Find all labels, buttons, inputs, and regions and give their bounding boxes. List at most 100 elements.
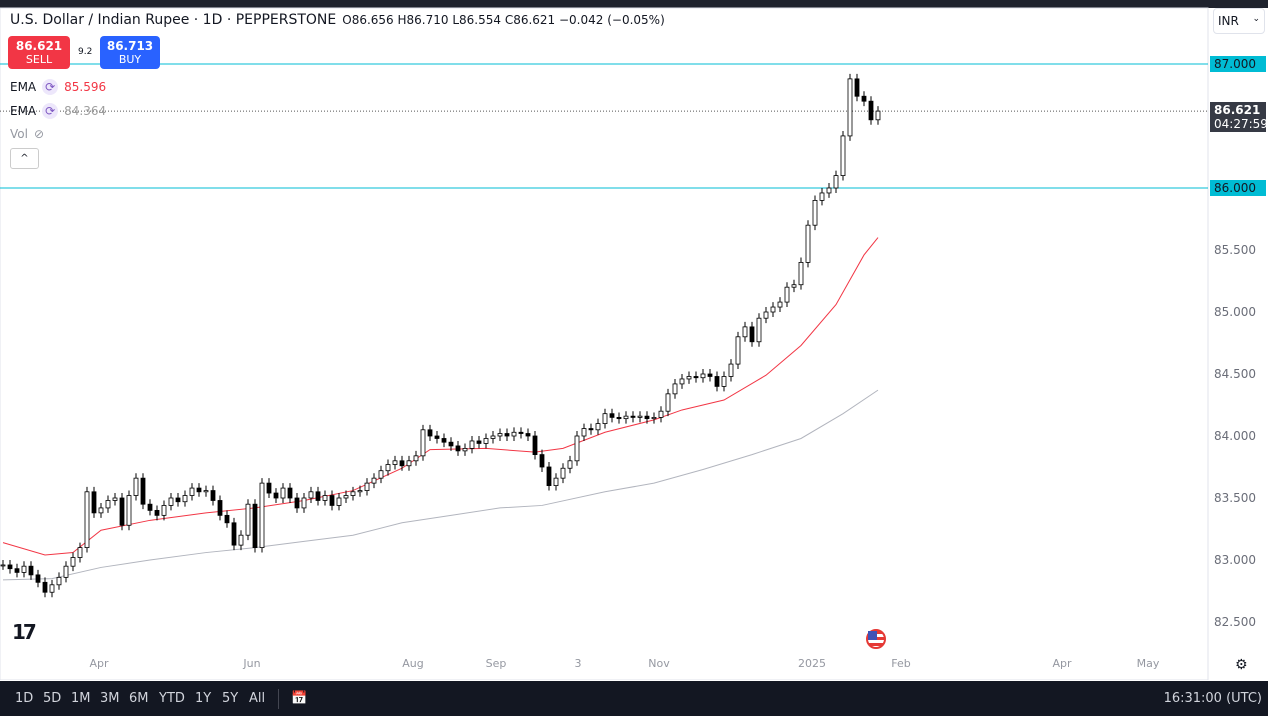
collapse-legend-button[interactable]: ^ <box>10 148 39 169</box>
candle-body <box>854 78 860 97</box>
price-tick: 83.000 <box>1214 553 1256 567</box>
candle-body <box>336 497 342 506</box>
candle-body <box>623 415 629 420</box>
ema_slow-line <box>2 389 879 581</box>
time-tick: Jun <box>243 657 261 670</box>
candle-body <box>630 415 636 418</box>
candle-body <box>700 373 706 379</box>
settings-gear-icon[interactable]: ⚙ <box>1235 657 1248 673</box>
candle-body <box>588 428 594 431</box>
bottom-toolbar: 1D 5D 1M 3M 6M YTD 1Y 5Y All 📅 16:31:00 … <box>0 681 1268 716</box>
candle-body <box>301 497 307 509</box>
candle-body <box>616 416 622 420</box>
candle-body <box>63 565 69 578</box>
candle-body <box>7 564 13 570</box>
candle-body <box>126 495 132 526</box>
candle-body <box>294 497 300 509</box>
candle-body <box>140 477 146 505</box>
candle-body <box>42 581 48 593</box>
range-5y[interactable]: 5Y <box>222 691 239 706</box>
top-bar <box>0 0 1268 8</box>
candle-body <box>462 447 468 452</box>
refresh-icon[interactable]: ⟳ <box>42 103 59 119</box>
candle-body <box>175 497 181 503</box>
candle-body <box>245 503 251 536</box>
range-all[interactable]: All <box>249 691 266 706</box>
range-3m[interactable]: 3M <box>100 691 120 706</box>
sell-button[interactable]: 86.621 SELL <box>8 36 70 69</box>
candle-body <box>658 410 664 418</box>
refresh-icon[interactable]: ⟳ <box>42 79 59 95</box>
currency-select[interactable]: INR ⌄ <box>1213 8 1265 34</box>
sell-label: SELL <box>25 53 53 66</box>
time-tick: Apr <box>89 657 109 670</box>
buy-button[interactable]: 86.713 BUY <box>100 36 160 69</box>
candle-body <box>112 497 118 501</box>
candle-body <box>385 464 391 472</box>
range-6m[interactable]: 6M <box>129 691 149 706</box>
candle-body <box>665 393 671 412</box>
candle-body <box>231 522 237 546</box>
candle-body <box>833 175 839 189</box>
candle-body <box>413 455 419 462</box>
candle-body <box>679 378 685 385</box>
eye-hidden-icon[interactable]: ⊘ <box>33 127 45 141</box>
candle-body <box>280 487 286 499</box>
range-1d[interactable]: 1D <box>15 691 34 706</box>
price-tick: 82.500 <box>1214 615 1256 629</box>
indicator-ema-slow[interactable]: EMA ⟳ 84.364 <box>10 103 106 119</box>
price-tick: 85.000 <box>1214 305 1256 319</box>
candle-body <box>749 326 755 343</box>
indicator-ema-fast[interactable]: EMA ⟳ 85.596 <box>10 79 106 95</box>
clock-timezone[interactable]: 16:31:00 (UTC) <box>1163 691 1262 706</box>
candle-body <box>252 503 258 549</box>
candle-body <box>238 534 244 546</box>
candle-body <box>546 466 552 487</box>
candle-body <box>707 373 713 377</box>
candle-body <box>812 199 818 226</box>
candle-body <box>875 110 881 121</box>
candle-body <box>210 490 216 501</box>
candle-body <box>518 431 524 434</box>
candle-body <box>154 509 160 516</box>
candle-body <box>791 284 797 288</box>
candle-body <box>182 495 188 503</box>
candle-body <box>567 460 573 469</box>
candle-body <box>133 477 139 496</box>
time-tick: May <box>1136 657 1160 670</box>
candle-body <box>511 431 517 437</box>
sell-price: 86.621 <box>15 39 63 53</box>
indicator-volume[interactable]: Vol ⊘ <box>10 127 44 141</box>
candle-body <box>21 565 27 573</box>
price-tick: 84.000 <box>1214 429 1256 443</box>
candle-body <box>728 363 734 377</box>
candle-body <box>819 192 825 201</box>
range-1y[interactable]: 1Y <box>195 691 212 706</box>
buy-label: BUY <box>118 53 142 66</box>
range-ytd[interactable]: YTD <box>159 691 185 706</box>
candle-body <box>259 482 265 548</box>
candle-body <box>560 467 566 479</box>
candle-body <box>798 261 804 286</box>
price-tick: 85.500 <box>1214 243 1256 257</box>
candle-body <box>476 440 482 444</box>
candle-body <box>770 306 776 313</box>
indicator-value: 85.596 <box>64 80 107 94</box>
candle-body <box>84 491 90 548</box>
candle-body <box>217 500 223 516</box>
candle-body <box>0 564 6 567</box>
candle-body <box>420 429 426 457</box>
range-5d[interactable]: 5D <box>43 691 62 706</box>
candle-body <box>343 495 349 499</box>
symbol-title: U.S. Dollar / Indian Rupee · 1D · PEPPER… <box>10 12 337 28</box>
range-1m[interactable]: 1M <box>71 691 91 706</box>
tradingview-logo[interactable]: 17 <box>12 620 37 644</box>
us-flag-event-icon[interactable] <box>866 629 886 649</box>
go-to-date-calendar-icon[interactable]: 📅 <box>291 691 308 706</box>
time-tick: Aug <box>402 657 424 670</box>
candle-body <box>504 433 510 437</box>
candle-body <box>378 470 384 479</box>
candle-body <box>483 438 489 444</box>
price-chart[interactable] <box>0 0 1268 680</box>
candle-body <box>840 135 846 176</box>
